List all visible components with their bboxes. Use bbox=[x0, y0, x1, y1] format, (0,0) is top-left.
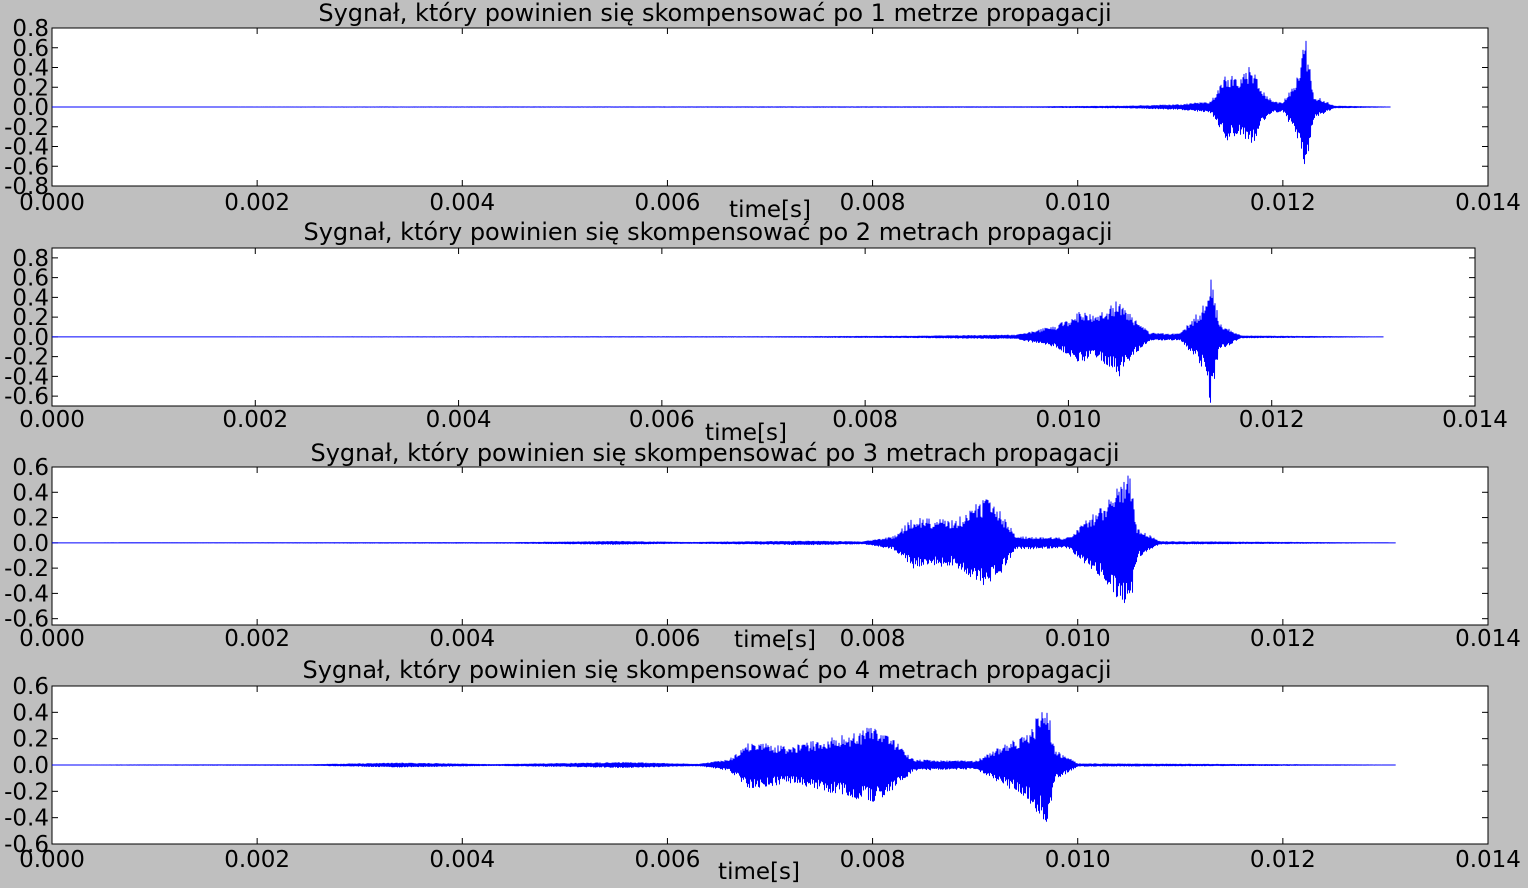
x-tick-label: 0.002 bbox=[224, 626, 290, 652]
y-tick-label: 0.2 bbox=[12, 727, 49, 753]
x-tick-label: 0.010 bbox=[1045, 626, 1111, 652]
x-tick-label: 0.004 bbox=[429, 626, 495, 652]
y-tick-label: 0.8 bbox=[12, 246, 49, 272]
y-tick-label: -0.4 bbox=[4, 581, 49, 607]
x-axis-label: time[s] bbox=[705, 420, 787, 446]
y-tick-label: 0.8 bbox=[12, 16, 49, 42]
y-tick-label: -0.6 bbox=[4, 607, 49, 633]
x-axis-label: time[s] bbox=[729, 197, 811, 223]
x-tick-label: 0.010 bbox=[1045, 190, 1111, 216]
x-tick-label: 0.008 bbox=[840, 626, 906, 652]
signal-line bbox=[52, 279, 1384, 403]
x-tick-label: 0.014 bbox=[1455, 847, 1521, 873]
x-tick-label: 0.008 bbox=[832, 407, 898, 433]
x-tick-label: 0.006 bbox=[634, 847, 700, 873]
y-tick-label: 0.0 bbox=[12, 531, 49, 557]
x-tick-label: 0.000 bbox=[19, 190, 85, 216]
x-tick-label: 0.008 bbox=[840, 847, 906, 873]
x-tick-label: 0.010 bbox=[1045, 847, 1111, 873]
y-tick-label: -0.6 bbox=[4, 384, 49, 410]
x-tick-label: 0.004 bbox=[429, 190, 495, 216]
y-tick-label: 0.0 bbox=[12, 753, 49, 779]
y-tick-label: 0.6 bbox=[12, 36, 49, 62]
x-tick-label: 0.012 bbox=[1250, 190, 1316, 216]
y-tick-label: -0.8 bbox=[4, 174, 49, 200]
y-tick-label: 0.2 bbox=[12, 506, 49, 532]
signal-line bbox=[52, 40, 1391, 165]
y-tick-label: -0.2 bbox=[4, 115, 49, 141]
chart-title: Sygnał, który powinien się skompensować … bbox=[318, 0, 1111, 27]
subplot-2: Sygnał, który powinien się skompensować … bbox=[4, 218, 1508, 446]
signal-line bbox=[52, 475, 1396, 604]
y-tick-label: 0.6 bbox=[12, 455, 49, 481]
y-tick-label: -0.4 bbox=[4, 806, 49, 832]
chart-title: Sygnał, który powinien się skompensować … bbox=[302, 656, 1111, 684]
y-tick-label: 0.4 bbox=[12, 56, 49, 82]
y-tick-label: 0.4 bbox=[12, 480, 49, 506]
x-tick-label: 0.012 bbox=[1250, 847, 1316, 873]
x-tick-label: 0.000 bbox=[19, 626, 85, 652]
y-tick-label: -0.2 bbox=[4, 556, 49, 582]
y-tick-label: -0.6 bbox=[4, 832, 49, 858]
x-tick-label: 0.004 bbox=[429, 847, 495, 873]
subplot-4: Sygnał, który powinien się skompensować … bbox=[4, 656, 1521, 885]
y-tick-label: 0.6 bbox=[12, 266, 49, 292]
x-tick-label: 0.014 bbox=[1455, 626, 1521, 652]
y-tick-label: 0.4 bbox=[12, 285, 49, 311]
x-tick-label: 0.002 bbox=[222, 407, 288, 433]
x-tick-label: 0.002 bbox=[224, 190, 290, 216]
x-tick-label: 0.012 bbox=[1239, 407, 1305, 433]
y-tick-label: 0.0 bbox=[12, 95, 49, 121]
x-tick-label: 0.000 bbox=[19, 407, 85, 433]
x-tick-label: 0.000 bbox=[19, 847, 85, 873]
x-tick-label: 0.014 bbox=[1442, 407, 1508, 433]
x-tick-label: 0.002 bbox=[224, 847, 290, 873]
x-tick-label: 0.012 bbox=[1250, 626, 1316, 652]
x-tick-label: 0.008 bbox=[840, 190, 906, 216]
y-tick-label: 0.2 bbox=[12, 305, 49, 331]
y-tick-label: -0.6 bbox=[4, 154, 49, 180]
x-axis-label: time[s] bbox=[718, 859, 800, 885]
chart-title: Sygnał, który powinien się skompensować … bbox=[310, 439, 1119, 467]
subplot-1: Sygnał, który powinien się skompensować … bbox=[4, 0, 1521, 223]
y-tick-label: 0.4 bbox=[12, 700, 49, 726]
y-tick-label: -0.2 bbox=[4, 345, 49, 371]
plot-area bbox=[51, 466, 1489, 626]
plot-area bbox=[51, 247, 1476, 407]
x-tick-label: 0.006 bbox=[629, 407, 695, 433]
x-tick-label: 0.014 bbox=[1455, 190, 1521, 216]
y-tick-label: -0.4 bbox=[4, 364, 49, 390]
x-axis-label: time[s] bbox=[734, 627, 816, 653]
x-tick-label: 0.010 bbox=[1035, 407, 1101, 433]
signal-line bbox=[52, 712, 1396, 822]
x-tick-label: 0.004 bbox=[426, 407, 492, 433]
subplot-3: Sygnał, który powinien się skompensować … bbox=[4, 439, 1521, 653]
y-tick-label: 0.6 bbox=[12, 674, 49, 700]
chart-title: Sygnał, który powinien się skompensować … bbox=[303, 218, 1112, 246]
x-tick-label: 0.006 bbox=[634, 190, 700, 216]
y-tick-label: -0.2 bbox=[4, 779, 49, 805]
y-tick-label: 0.0 bbox=[12, 325, 49, 351]
y-tick-label: -0.4 bbox=[4, 135, 49, 161]
x-tick-label: 0.006 bbox=[634, 626, 700, 652]
y-tick-label: 0.2 bbox=[12, 75, 49, 101]
